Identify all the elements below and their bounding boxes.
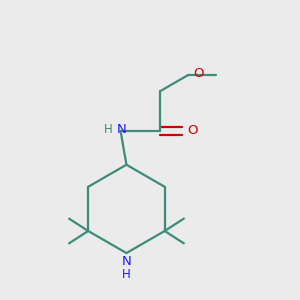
Text: H: H [104,123,112,136]
Text: O: O [188,124,198,137]
Text: O: O [194,67,204,80]
Text: N: N [122,255,131,268]
Text: N: N [116,123,126,136]
Text: H: H [122,268,131,281]
